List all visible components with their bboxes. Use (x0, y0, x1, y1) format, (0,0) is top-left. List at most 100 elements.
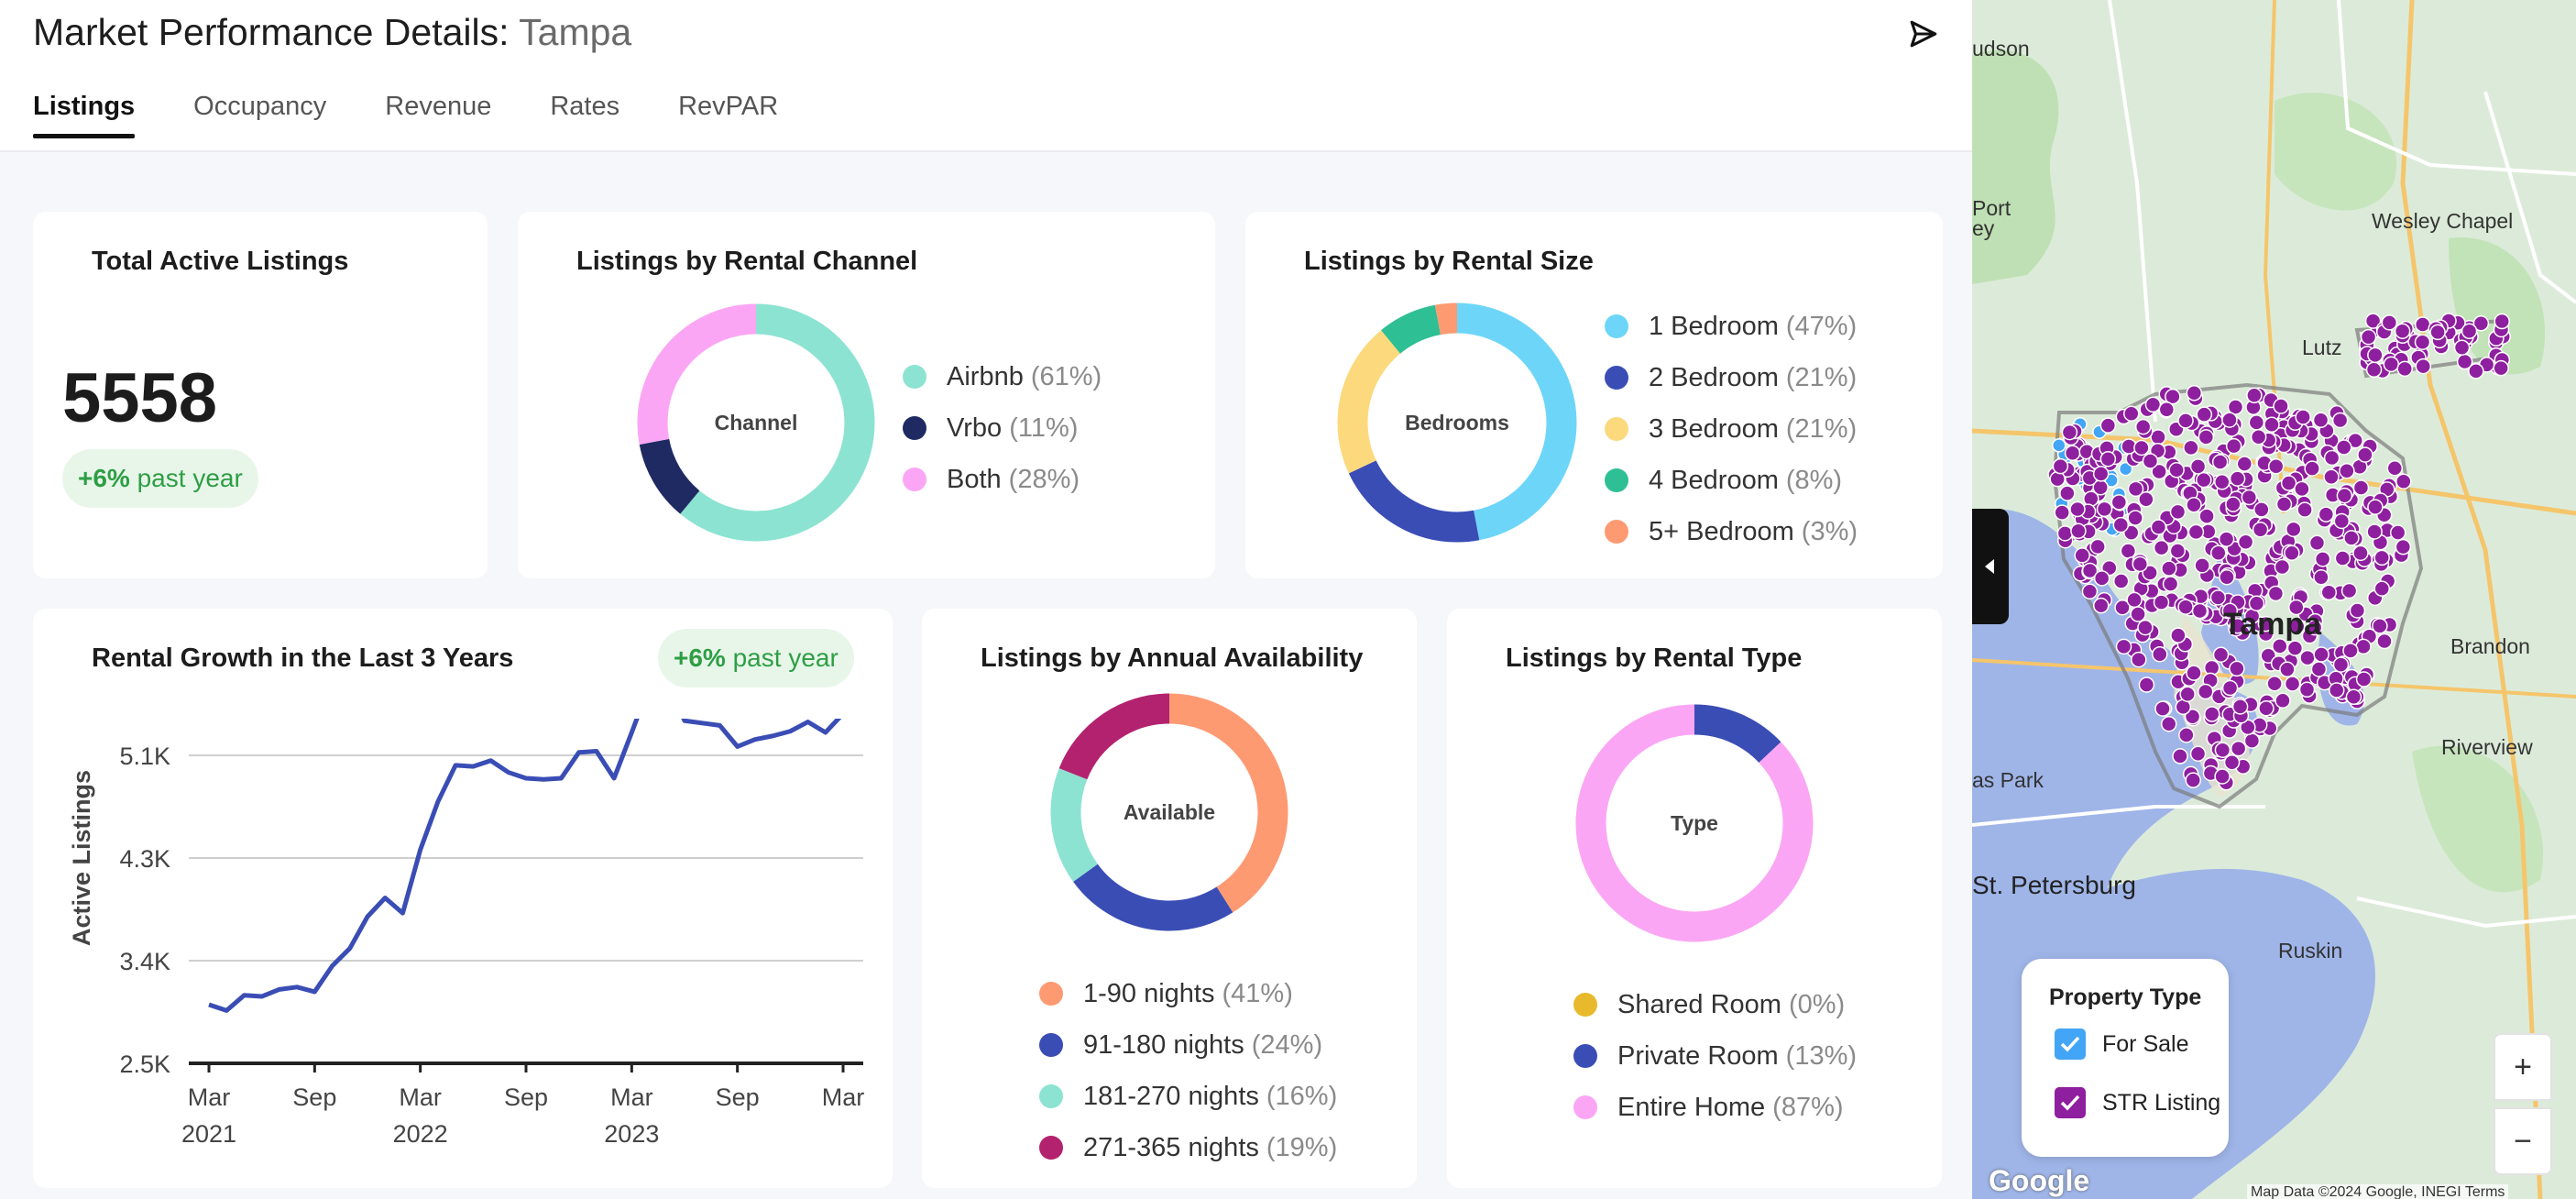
str-listing-marker[interactable] (2231, 698, 2249, 715)
tab-rates[interactable]: Rates (550, 92, 620, 121)
str-listing-marker[interactable] (2286, 521, 2302, 538)
str-listing-marker[interactable] (2286, 640, 2304, 656)
str-listing-marker[interactable] (2214, 474, 2231, 490)
str-listing-marker[interactable] (2186, 496, 2202, 513)
str-listing-marker[interactable] (2352, 544, 2369, 562)
str-listing-marker[interactable] (2284, 544, 2300, 561)
str-listing-marker[interactable] (2373, 549, 2390, 566)
str-listing-marker[interactable] (2189, 745, 2207, 762)
str-listing-marker[interactable] (2345, 688, 2362, 706)
str-listing-marker[interactable] (2334, 550, 2351, 566)
str-listing-marker[interactable] (2394, 323, 2411, 339)
str-listing-marker[interactable] (2069, 500, 2086, 518)
str-listing-marker[interactable] (2223, 754, 2241, 771)
str-listing-marker[interactable] (2210, 544, 2227, 562)
str-listing-marker[interactable] (2134, 418, 2152, 435)
str-listing-marker[interactable] (2250, 428, 2267, 446)
donut-slice[interactable] (637, 303, 875, 542)
str-listing-marker[interactable] (2209, 589, 2227, 606)
str-listing-marker[interactable] (2177, 412, 2194, 429)
str-listing-marker[interactable] (2461, 323, 2478, 340)
str-listing-marker[interactable] (2056, 525, 2074, 542)
str-listing-marker[interactable] (2142, 453, 2159, 469)
str-listing-marker[interactable] (2275, 496, 2293, 512)
str-listing-marker[interactable] (2189, 458, 2207, 475)
tab-occupancy[interactable]: Occupancy (193, 92, 327, 121)
str-listing-marker[interactable] (2191, 602, 2209, 620)
for-sale-checkbox[interactable] (2055, 1028, 2086, 1060)
str-listing-marker[interactable] (2339, 462, 2355, 479)
str-listing-marker[interactable] (2138, 491, 2154, 508)
str-listing-marker[interactable] (2151, 463, 2167, 480)
str-listing-marker[interactable] (2367, 499, 2384, 515)
str-listing-marker[interactable] (2198, 508, 2215, 524)
str-listing-marker[interactable] (2177, 599, 2194, 615)
str-listing-marker[interactable] (2131, 651, 2147, 668)
str-listing-marker[interactable] (2275, 692, 2291, 709)
str-listing-marker[interactable] (2494, 313, 2510, 330)
str-listing-marker[interactable] (2318, 506, 2335, 522)
str-listing-marker[interactable] (2314, 551, 2331, 567)
str-listing-marker[interactable] (2299, 649, 2316, 666)
str-listing-marker[interactable] (2114, 599, 2131, 616)
str-listing-marker[interactable] (2248, 595, 2265, 611)
str-listing-marker[interactable] (2169, 543, 2187, 559)
str-listing-marker[interactable] (2323, 468, 2340, 486)
donut-slice[interactable] (1337, 302, 1577, 543)
str-listing-marker[interactable] (2493, 359, 2509, 377)
str-listing-marker[interactable] (2061, 424, 2078, 441)
str-listing-marker[interactable] (2355, 671, 2373, 688)
str-listing-marker[interactable] (2187, 523, 2205, 541)
str-listing-marker[interactable] (2415, 358, 2432, 375)
str-listing-marker[interactable] (2169, 503, 2187, 521)
str-listing-marker[interactable] (2236, 456, 2253, 472)
str-listing-marker[interactable] (2127, 480, 2144, 498)
str-listing-marker[interactable] (2133, 439, 2150, 456)
str-listing-marker[interactable] (2343, 530, 2360, 546)
str-listing-marker[interactable] (2137, 619, 2154, 636)
str-listing-marker[interactable] (2186, 665, 2202, 681)
str-listing-marker[interactable] (2414, 334, 2431, 350)
str-listing-marker[interactable] (2196, 406, 2213, 423)
str-listing-marker[interactable] (2383, 356, 2400, 373)
str-listing-marker[interactable] (2158, 402, 2176, 418)
str-listing-marker[interactable] (2229, 618, 2246, 634)
str-listing-marker[interactable] (2237, 534, 2254, 550)
str-listing-marker[interactable] (2294, 480, 2310, 498)
str-listing-marker[interactable] (2312, 412, 2329, 429)
donut-slice[interactable] (1050, 693, 1288, 931)
str-listing-marker[interactable] (2229, 470, 2246, 487)
tab-revpar[interactable]: RevPAR (678, 92, 779, 121)
str-listing-marker[interactable] (2059, 485, 2076, 501)
str-listing-marker[interactable] (2194, 557, 2210, 574)
str-listing-marker[interactable] (2336, 439, 2352, 456)
str-listing-marker[interactable] (2389, 524, 2406, 541)
str-listing-marker[interactable] (2342, 643, 2359, 659)
map-attribution[interactable]: Map Data ©2024 Google, INEGI Terms (2247, 1184, 2509, 1199)
str-listing-marker[interactable] (2472, 315, 2490, 332)
str-listing-marker[interactable] (2197, 683, 2214, 700)
str-listing-marker[interactable] (2196, 471, 2212, 489)
str-listing-marker[interactable] (2153, 539, 2170, 556)
str-listing-marker[interactable] (2284, 676, 2301, 692)
str-listing-marker[interactable] (2340, 582, 2358, 600)
str-listing-marker[interactable] (2168, 462, 2185, 478)
donut-slice[interactable] (1575, 704, 1814, 942)
str-listing-marker[interactable] (2152, 645, 2168, 663)
str-listing-marker[interactable] (2070, 522, 2087, 540)
str-listing-marker[interactable] (2089, 538, 2106, 556)
str-listing-marker[interactable] (2274, 558, 2291, 576)
str-listing-toggle[interactable]: STR Listing (2055, 1087, 2220, 1118)
str-listing-marker[interactable] (2367, 346, 2384, 364)
str-listing-marker[interactable] (2150, 519, 2167, 535)
str-listing-marker[interactable] (2352, 479, 2370, 496)
str-listing-marker[interactable] (2306, 619, 2323, 636)
str-listing-marker[interactable] (2266, 675, 2283, 692)
str-listing-marker[interactable] (2092, 466, 2110, 482)
str-listing-marker[interactable] (2246, 387, 2263, 404)
str-listing-marker[interactable] (2429, 324, 2446, 341)
str-listing-marker[interactable] (2138, 676, 2155, 693)
str-listing-marker[interactable] (2396, 360, 2413, 378)
str-listing-marker[interactable] (2331, 412, 2349, 429)
str-listing-marker[interactable] (2253, 501, 2270, 518)
